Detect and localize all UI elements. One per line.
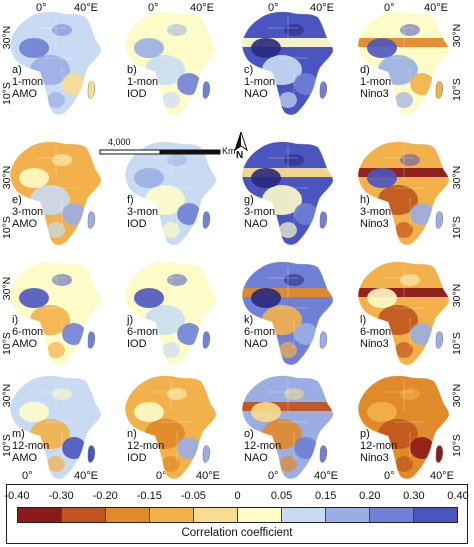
map-panel-i: i) 6-mon AMO [6, 258, 106, 370]
bottom-tick-0-col3: 0° [268, 470, 279, 482]
legend-tick-label: -0.20 [92, 490, 118, 502]
map-panel-c: c) 1-mon NAO [238, 8, 338, 120]
legend-tick-label: 0.40 [447, 490, 469, 502]
bottom-tick-40e-col4: 40°E [430, 470, 454, 482]
map-panel-p: p) 12-mon Nino3 [354, 372, 454, 484]
africa-map-i [9, 261, 102, 366]
bottom-tick-0-col2: 0° [156, 470, 167, 482]
legend-tick-label: 0.15 [314, 490, 337, 502]
legend-color-cell [194, 508, 238, 522]
panel-label-m: m) 12-mon AMO [12, 428, 50, 464]
africa-map-m [9, 375, 102, 480]
africa-map-e [9, 141, 102, 246]
map-panel-m: m) 12-mon AMO [6, 372, 106, 484]
legend-title: Correlation coefficient [181, 527, 293, 539]
top-tick-40e-col2: 40°E [190, 2, 214, 14]
map-panel-k: k) 6-mon NAO [238, 258, 338, 370]
panel-label-j: j) 6-mon IOD [127, 314, 159, 350]
legend-color-cell [282, 508, 326, 522]
africa-map-b [124, 11, 217, 116]
north-arrow: N [233, 130, 249, 161]
north-arrow-icon [234, 130, 248, 152]
panel-label-n: n) 12-mon IOD [127, 428, 165, 464]
map-panel-d: d) 1-mon Nino3 [354, 8, 454, 120]
map-panel-j: j) 6-mon IOD [121, 258, 221, 370]
panel-label-p: p) 12-mon Nino3 [360, 428, 398, 464]
legend-color-cell [326, 508, 370, 522]
legend-color-cell [238, 508, 282, 522]
legend-tick-label: 0 [234, 490, 241, 502]
panel-label-c: c) 1-mon NAO [244, 64, 276, 100]
africa-map-d [357, 11, 450, 116]
bottom-tick-0-col4: 0° [384, 470, 395, 482]
color-legend: -0.40 -0.30 -0.20 -0.15 -0.05 0 0.05 0.15 0.20 0.… [4, 484, 469, 544]
top-tick-0-col2: 0° [148, 2, 159, 14]
map-panel-f: f) 3-mon IOD [121, 138, 221, 250]
legend-color-cell [150, 508, 194, 522]
top-tick-0-col1: 0° [36, 2, 47, 14]
map-panel-a: a) 1-mon AMO [6, 8, 106, 120]
legend-color-cell [414, 508, 457, 522]
panel-label-h: h) 3-mon Nino3 [360, 194, 392, 230]
legend-color-cell [62, 508, 106, 522]
map-panel-e: e) 3-mon AMO [6, 138, 106, 250]
top-tick-40e-col4: 40°E [424, 2, 448, 14]
legend-tick-label: -0.40 [4, 490, 30, 502]
scale-bar: 4,000 Km [98, 137, 238, 162]
africa-map-l [357, 261, 450, 366]
map-panel-h: h) 3-mon Nino3 [354, 138, 454, 250]
scale-bar-value: 4,000 [108, 137, 131, 147]
map-panel-b: b) 1-mon IOD [121, 8, 221, 120]
bottom-tick-0-col1: 0° [22, 470, 33, 482]
africa-map-o [241, 375, 334, 480]
panel-label-d: d) 1-mon Nino3 [360, 64, 392, 100]
top-tick-0-col4: 0° [384, 2, 395, 14]
scale-bar-unit: Km [222, 146, 236, 156]
bottom-tick-40e-col2: 40°E [196, 470, 220, 482]
africa-map-a [9, 11, 102, 116]
panel-label-g: g) 3-mon NAO [244, 194, 276, 230]
legend-tick-label: 0.05 [270, 490, 293, 502]
legend-tick-label: -0.05 [180, 490, 206, 502]
map-panel-l: l) 6-mon Nino3 [354, 258, 454, 370]
bottom-tick-40e-col1: 40°E [74, 470, 98, 482]
legend-color-bar [17, 507, 458, 523]
panel-label-o: o) 12-mon NAO [244, 428, 282, 464]
map-panel-g: g) 3-mon NAO [238, 138, 338, 250]
africa-map-h [357, 141, 450, 246]
top-tick-40e-col3: 40°E [310, 2, 334, 14]
africa-map-j [124, 261, 217, 366]
africa-map-p [357, 375, 450, 480]
africa-map-k [241, 261, 334, 366]
top-tick-0-col3: 0° [268, 2, 279, 14]
bottom-tick-40e-col3: 40°E [314, 470, 338, 482]
legend-color-cell [18, 508, 62, 522]
map-panel-o: o) 12-mon NAO [238, 372, 338, 484]
top-tick-40e-col1: 40°E [74, 2, 98, 14]
panel-label-l: l) 6-mon Nino3 [360, 314, 392, 350]
panel-label-b: b) 1-mon IOD [127, 64, 159, 100]
panel-label-i: i) 6-mon AMO [12, 314, 44, 350]
legend-tick-label: -0.30 [48, 490, 74, 502]
africa-map-g [241, 141, 334, 246]
legend-tick-label: 0.30 [403, 490, 425, 502]
africa-map-n [124, 375, 217, 480]
panel-label-e: e) 3-mon AMO [12, 194, 44, 230]
scale-bar-graphic [99, 149, 221, 155]
panel-label-k: k) 6-mon NAO [244, 314, 276, 350]
legend-color-cell [370, 508, 414, 522]
legend-tick-label: -0.15 [136, 490, 162, 502]
legend-tick-label: 0.20 [359, 490, 381, 502]
north-arrow-label: N [236, 150, 244, 161]
map-panel-n: n) 12-mon IOD [121, 372, 221, 484]
africa-map-f [124, 141, 217, 246]
legend-color-cell [106, 508, 150, 522]
africa-map-c [241, 11, 334, 116]
panel-label-a: a) 1-mon AMO [12, 64, 44, 100]
panel-label-f: f) 3-mon IOD [127, 194, 159, 230]
